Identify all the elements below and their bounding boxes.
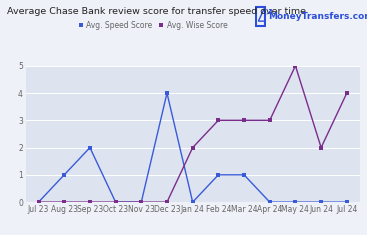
Text: ↗: ↗ [264,7,272,17]
Text: MoneyTransfers.com: MoneyTransfers.com [268,12,367,21]
Legend: Avg. Speed Score, Avg. Wise Score: Avg. Speed Score, Avg. Wise Score [75,18,230,33]
Text: Average Chase Bank review score for transfer speed over time: Average Chase Bank review score for tran… [7,7,306,16]
